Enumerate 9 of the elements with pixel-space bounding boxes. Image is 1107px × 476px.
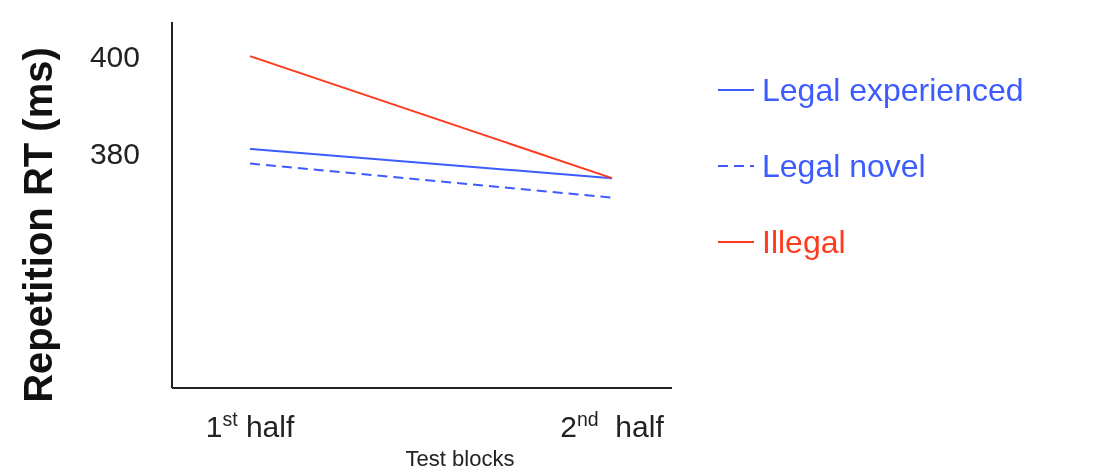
y-axis-title: Repetition RT (ms)	[16, 47, 60, 403]
legend-label: Legal experienced	[762, 72, 1024, 109]
legend-label: Legal novel	[762, 148, 926, 185]
y-tick-label: 400	[89, 39, 140, 73]
x-tick-label: 1$^{st}$ half	[205, 408, 295, 443]
x-tick-label: 2$^{nd}$ half	[560, 408, 665, 443]
legend-label: Illegal	[762, 224, 846, 261]
x-axis-title: Test blocks	[405, 446, 515, 471]
y-tick-label: 380	[89, 137, 140, 171]
